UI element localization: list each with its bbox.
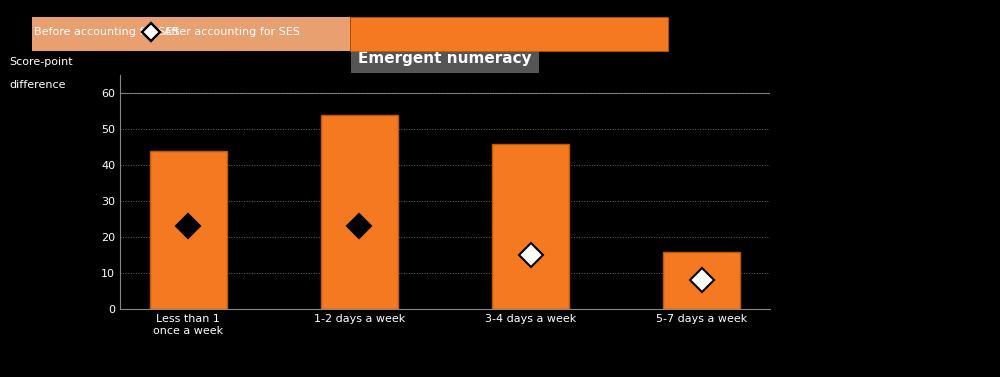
Text: Score-point: Score-point: [9, 57, 73, 67]
FancyBboxPatch shape: [32, 17, 350, 51]
Text: After accounting for SES: After accounting for SES: [164, 27, 300, 37]
Bar: [663, 251, 740, 309]
Text: difference: difference: [9, 80, 66, 90]
Text: Emergent numeracy: Emergent numeracy: [358, 51, 532, 66]
FancyBboxPatch shape: [350, 17, 668, 51]
Bar: [150, 151, 227, 309]
Text: Children who attend special
or extra-cost activities
with moderate frequency
had: Children who attend special or extra-cos…: [806, 142, 971, 227]
Text: Before accounting for SES: Before accounting for SES: [34, 27, 179, 37]
Bar: [321, 115, 398, 309]
Bar: [492, 144, 569, 309]
